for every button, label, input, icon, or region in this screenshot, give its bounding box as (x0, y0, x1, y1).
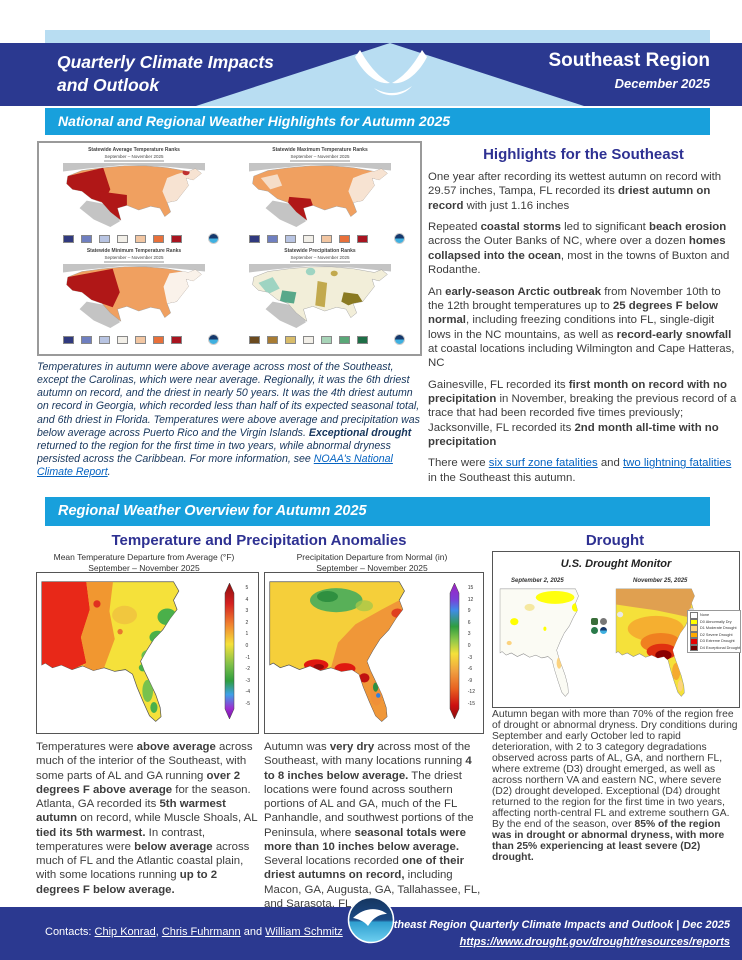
map-precip-subtitle: September – November 2025 (290, 254, 350, 260)
map-fineprint-line (290, 159, 350, 162)
link[interactable]: six surf zone fatalities (488, 457, 598, 470)
report-title-line1: Quarterly Climate Impacts (57, 52, 274, 72)
highlight-paragraph: Gainesville, FL recorded its first month… (428, 378, 737, 449)
temp-map-title: Mean Temperature Departure from Average … (53, 552, 235, 573)
map-fineprint-line (104, 260, 164, 263)
drought-title: Drought (585, 532, 645, 549)
link[interactable]: NOAA's National Climate Report (37, 452, 393, 478)
highlights-section: Highlights for the Southeast One year af… (428, 146, 739, 496)
precip-anomaly-map: 15 12 9 6 3 0 -3 -6 -9 -12 -15 (264, 572, 484, 734)
highlight-paragraph: An early-season Arctic outbreak from Nov… (428, 285, 735, 370)
noaa-logo-icon (600, 627, 607, 634)
map-max-temp-ranks: Statewide Maximum Temperature Ranks Sept… (227, 145, 413, 246)
drought-monitor-title: U.S. Drought Monitor (560, 558, 672, 570)
temp-colorbar (224, 583, 235, 719)
precip-map-title: Precipitation Departure from Normal (in)… (296, 552, 448, 573)
us-map-precip (249, 263, 391, 328)
map-legend (249, 235, 368, 243)
precip-map-image (269, 581, 405, 722)
map-legend (63, 235, 182, 243)
temp-map-image (41, 581, 180, 722)
map-min-temp-ranks: Statewide Minimum Temperature Ranks Sept… (41, 246, 227, 347)
usdm-legend: None D0 Abnormally Dry D1 Moderate Droug… (687, 610, 741, 653)
footer-contacts: Contacts: Chip Konrad, Chris Fuhrmann an… (45, 926, 343, 938)
map-legend (63, 336, 182, 344)
noaa-logo-icon (394, 233, 405, 244)
noaa-logo-icon (394, 334, 405, 345)
region-title: Southeast Region (548, 50, 710, 71)
noaa-logo-icon (347, 896, 395, 944)
map-max-temp-subtitle: September – November 2025 (290, 153, 350, 159)
report-title: Quarterly Climate Impacts and Outlook (57, 51, 274, 97)
temperature-summary: Temperatures were above average across m… (36, 741, 258, 896)
map-precip-ranks: Statewide Precipitation Ranks September … (227, 246, 413, 347)
noaa-logo-icon (208, 334, 219, 345)
us-map-min-temp (63, 263, 205, 328)
map-fineprint-line (104, 159, 164, 162)
anomalies-title: Temperature and Precipitation Anomalies (111, 532, 407, 549)
precip-colorbar (449, 583, 460, 719)
highlight-paragraph: One year after recording its wettest aut… (428, 171, 722, 212)
footer-url-link[interactable]: https://www.drought.gov/drought/resource… (459, 935, 730, 948)
issue-date: December 2025 (614, 76, 710, 91)
link[interactable]: two lightning fatalities (623, 457, 732, 470)
noaa-logo-icon (208, 233, 219, 244)
drought-date-left: September 2, 2025 (511, 578, 564, 584)
drought-summary: Autumn began with more than 70% of the r… (492, 709, 738, 864)
map-max-temp-title: Statewide Maximum Temperature Ranks (272, 147, 368, 153)
link[interactable]: William Schmitz (265, 926, 343, 938)
temp-anomaly-map: 5 4 3 2 1 0 -1 -2 -3 -4 -5 (36, 572, 259, 734)
footer-publication: Southeast Region Quarterly Climate Impac… (372, 919, 730, 931)
highlight-paragraph: There were six surf zone fatalities and … (428, 457, 732, 484)
national-maps-caption: Temperatures in autumn were above averag… (37, 361, 420, 478)
precipitation-summary: Autumn was very dry across most of the S… (264, 741, 481, 908)
link[interactable]: Chris Fuhrmann (161, 926, 241, 938)
highlight-paragraph: Repeated coastal storms led to significa… (428, 221, 730, 277)
drought-date-right: November 25, 2025 (633, 578, 688, 584)
map-precip-title: Statewide Precipitation Ranks (284, 248, 356, 254)
drought-gov-logo-icon (591, 627, 598, 634)
precip-scale-labels: 15 12 9 6 3 0 -3 -6 -9 -12 -15 (467, 585, 475, 707)
temp-scale-labels: 5 4 3 2 1 0 -1 -2 -3 -4 -5 (245, 585, 250, 707)
banner-regional-overview: Regional Weather Overview for Autumn 202… (45, 497, 710, 526)
link[interactable]: Chip Konrad (94, 926, 156, 938)
map-avg-temp-title: Statewide Average Temperature Ranks (88, 147, 180, 153)
map-avg-temp-subtitle: September – November 2025 (104, 153, 164, 159)
map-avg-temp-ranks: Statewide Average Temperature Ranks Sept… (41, 145, 227, 246)
map-fineprint-line (290, 260, 350, 263)
us-map-max-temp (249, 162, 391, 227)
banner-national-label: National and Regional Weather Highlights… (58, 113, 451, 129)
banner-national-highlights: National and Regional Weather Highlights… (45, 108, 710, 135)
agency-logos (591, 618, 609, 634)
highlights-title: Highlights for the Southeast (483, 146, 684, 163)
header: Quarterly Climate Impacts and Outlook So… (0, 43, 742, 106)
bird-logo-icon (355, 50, 427, 96)
map-legend (249, 336, 368, 344)
report-title-line2: and Outlook (57, 74, 160, 95)
banner-regional-label: Regional Weather Overview for Autumn 202… (58, 503, 367, 519)
map-min-temp-title: Statewide Minimum Temperature Ranks (86, 248, 182, 254)
national-rank-maps-figure: Statewide Average Temperature Ranks Sept… (37, 141, 422, 356)
drought-map-september (499, 588, 579, 697)
us-map-avg-temp (63, 162, 205, 227)
drought-monitor-figure: U.S. Drought Monitor September 2, 2025 N… (492, 551, 741, 708)
top-accent-strip (45, 30, 710, 43)
map-min-temp-subtitle: September – November 2025 (104, 254, 164, 260)
usda-logo-icon (591, 618, 598, 625)
ndmc-logo-icon (600, 618, 607, 625)
